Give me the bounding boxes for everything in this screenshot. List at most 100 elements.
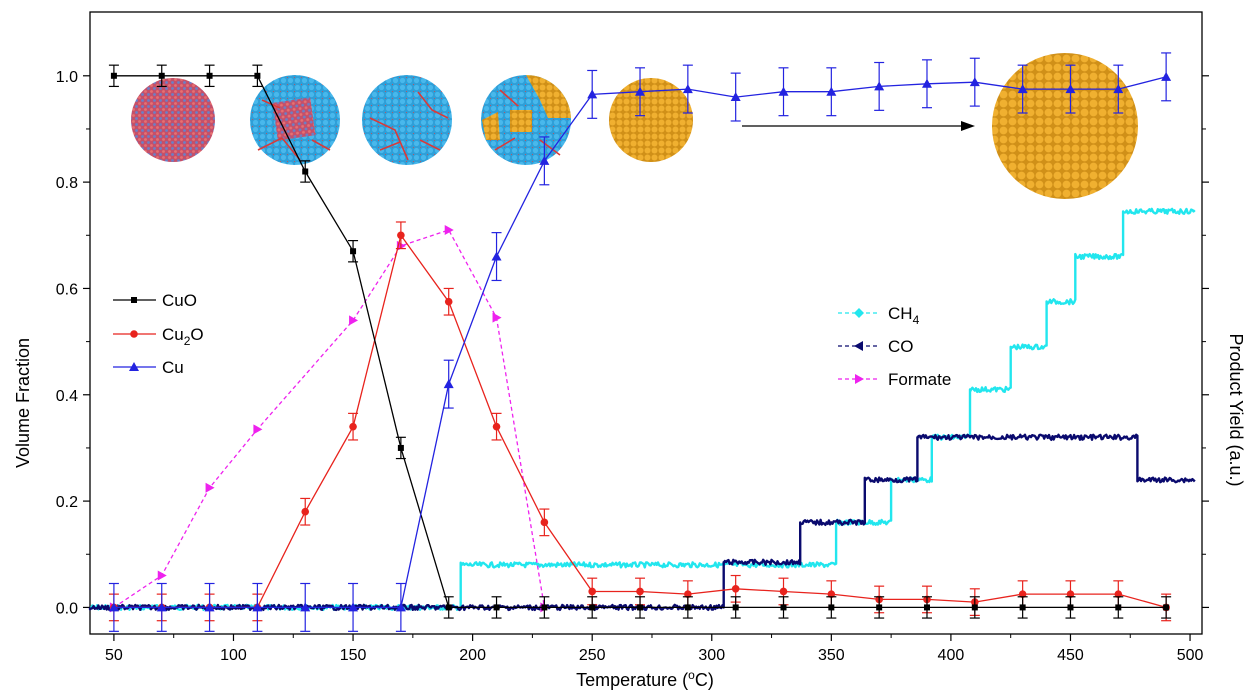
y-tick-label: 0.6 — [56, 281, 78, 298]
x-axis-title: Temperature (oC) — [576, 668, 714, 690]
legend-item-cu2o: Cu2O — [113, 325, 204, 348]
legend-item-cuo: CuO — [113, 291, 197, 310]
x-tick-label: 250 — [579, 647, 606, 664]
particle-reduction-3 — [481, 74, 571, 165]
ch4-series-line — [89, 207, 1196, 612]
y-tick-label: 0.2 — [56, 494, 78, 511]
cu2o-series-point — [301, 507, 310, 516]
cu-series-point — [778, 86, 789, 96]
cuo-series-point — [732, 604, 739, 611]
cu2o-series-point — [444, 297, 453, 306]
growth-arrow — [742, 121, 975, 131]
cu2o-series-point — [827, 590, 836, 598]
cu2o-series-point — [1114, 590, 1123, 598]
cu-series-point — [921, 78, 932, 88]
x-tick-label: 100 — [220, 647, 247, 664]
cuo-series-point — [1019, 604, 1026, 611]
cu-series-point — [300, 602, 311, 612]
cu2o-series-point — [588, 587, 596, 596]
legend-left: CuO Cu2O Cu — [113, 291, 204, 377]
legend-item-co: CO — [838, 337, 914, 356]
plot-frame — [89, 11, 1203, 635]
legend-item-cu: Cu — [113, 358, 184, 377]
cu2o-series-point — [731, 585, 740, 593]
particle-cu-large — [992, 53, 1138, 199]
cu-series-point — [204, 602, 215, 612]
cuo-series-point — [637, 604, 644, 611]
cu-series-point — [1065, 84, 1076, 94]
cuo-series-point — [876, 604, 883, 611]
x-tick-label: 200 — [459, 647, 486, 664]
svg-text:CH4: CH4 — [888, 304, 920, 327]
cuo-series-point — [110, 72, 117, 79]
cuo-series-point — [828, 604, 835, 611]
formate-series-point — [349, 315, 359, 326]
particle-cu — [609, 78, 693, 162]
formate-series-point — [444, 224, 454, 235]
cu-series-point — [587, 89, 598, 99]
phase-series — [108, 52, 1172, 632]
cuo-series-point — [1067, 604, 1074, 611]
cu2o-series-point — [1066, 590, 1075, 598]
cuo-series-point — [397, 444, 404, 451]
cu-series-point — [156, 602, 167, 612]
cu2o-series-point — [349, 422, 357, 431]
cu-series-point — [539, 155, 550, 165]
y-axis-title-left: Volume Fraction — [13, 338, 33, 468]
cu-series-point — [252, 602, 263, 612]
cu-series-point — [1161, 71, 1172, 81]
svg-text:Cu2O: Cu2O — [162, 325, 204, 348]
cu2o-series-point — [397, 231, 405, 240]
y-tick-label: 0.0 — [56, 600, 78, 617]
formate-series-point — [205, 482, 215, 493]
cu2o-series-point — [779, 587, 788, 596]
y-axis-title-right: Product Yield (a.u.) — [1226, 333, 1246, 486]
cuo-series-point — [158, 72, 165, 79]
cuo-series-point — [923, 604, 930, 611]
formate-series-point — [157, 570, 167, 581]
cu-series-point — [635, 86, 646, 96]
particle-reduction-2 — [362, 75, 452, 165]
cu-series-point — [826, 86, 837, 96]
cuo-series-point — [493, 604, 500, 611]
formate-series-line — [113, 229, 546, 608]
cuo-series-point — [1115, 604, 1122, 611]
x-tick-label: 300 — [698, 647, 725, 664]
x-tick-label: 50 — [105, 647, 123, 664]
cu2o-series-point — [636, 587, 644, 596]
product-step-series — [88, 207, 1196, 612]
legend-right: CH4 CO Formate — [838, 304, 951, 389]
cuo-series-point — [1163, 604, 1170, 611]
nanoparticle-illustrations — [131, 53, 1138, 199]
y-tick-label: 1.0 — [56, 69, 78, 86]
cuo-series-point — [206, 72, 213, 79]
cu2o-series-point — [540, 518, 549, 527]
cuo-series-point — [971, 604, 978, 611]
axes: 50 100 150 200 250 300 350 400 450 500 0.0 0.2 0.4 0.… — [56, 69, 1209, 664]
cuo-series-point — [541, 604, 548, 611]
formate-series-point — [492, 312, 502, 323]
cu2o-series-line — [113, 233, 1167, 609]
x-tick-label: 450 — [1057, 647, 1084, 664]
cu-series-point — [730, 92, 741, 102]
cuo-series-point — [684, 604, 691, 611]
cu-series-point — [443, 379, 454, 389]
cuo-series-point — [302, 168, 309, 175]
y-tick-label: 0.4 — [56, 388, 78, 405]
cuo-series-point — [350, 248, 357, 255]
svg-text:CuO: CuO — [162, 291, 197, 310]
cu-series-point — [491, 251, 502, 261]
svg-text:Formate: Formate — [888, 370, 951, 389]
cu2o-series-point — [684, 590, 692, 598]
cu2o-series-point — [1018, 590, 1027, 598]
cu-series-point — [395, 602, 406, 612]
particle-cuo — [131, 78, 215, 162]
x-tick-label: 500 — [1177, 647, 1204, 664]
cuo-series-point — [254, 72, 261, 79]
y-tick-label: 0.8 — [56, 175, 78, 192]
formate-series-point — [253, 424, 263, 435]
svg-text:Cu: Cu — [162, 358, 184, 377]
cu-series-point — [348, 602, 359, 612]
cu-series-point — [969, 77, 980, 87]
